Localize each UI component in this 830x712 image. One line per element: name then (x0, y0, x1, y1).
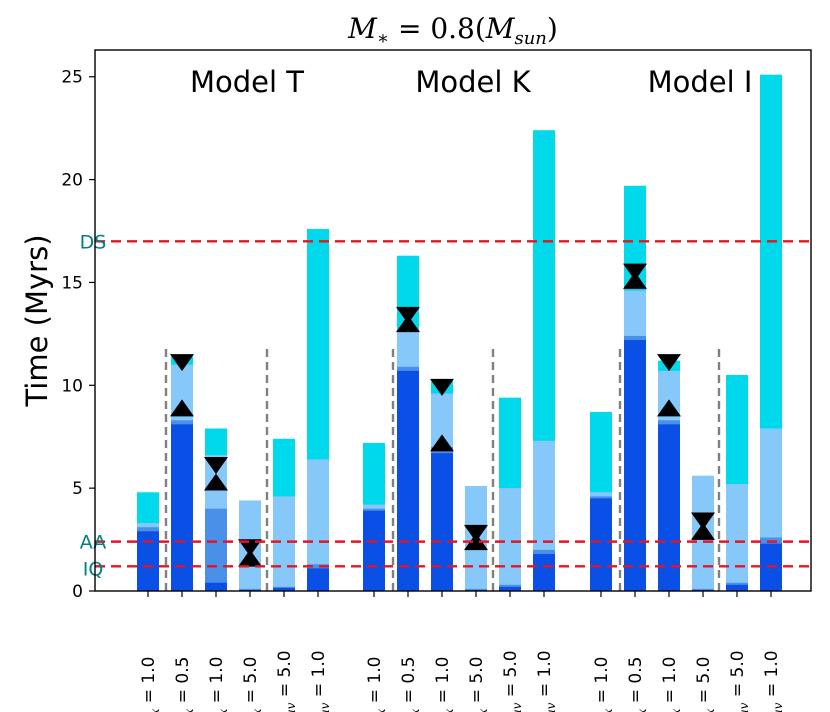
bar-dark-0-1 (171, 424, 193, 591)
x-tick-label-2-3: ex = 5.0 (694, 657, 717, 712)
x-tick-label-2-0: ex = 1.0 (592, 657, 615, 712)
marker-up-2-1-1 (623, 271, 647, 289)
bar-dark-2-2 (658, 424, 680, 591)
y-tick-label-4: 20 (61, 171, 83, 191)
x-tick-label-1-2: ex = 1.0 (433, 657, 456, 712)
x-tick-label-1-0: ex = 1.0 (365, 657, 388, 712)
x-tick-label-1-4: efuv = 5.0 (501, 650, 524, 712)
bar-dark-0-4 (273, 587, 295, 591)
x-tick-label-0-2: ex = 1.0 (207, 657, 230, 712)
x-tick-label-0-4: efuv = 5.0 (275, 650, 298, 712)
bar-dark-0-0 (137, 531, 159, 591)
marker-down-2-3-0 (691, 512, 715, 530)
model-label-2: Model I (648, 65, 753, 99)
bar-dark-1-0 (363, 510, 385, 591)
marker-up-2-2-1 (657, 399, 681, 417)
plot-frame (94, 49, 812, 592)
bar-dark-1-2 (431, 453, 453, 591)
bar-dark-1-4 (499, 586, 521, 591)
y-tick-label-2: 10 (61, 376, 83, 396)
x-tick-label-0-0: ex = 1.0 (139, 657, 162, 712)
y-tick-label-3: 15 (61, 273, 83, 293)
marker-down-2-2-0 (657, 354, 681, 372)
y-tick-label-1: 5 (72, 479, 83, 499)
bar-dark-0-2 (205, 582, 227, 591)
bar-light-0-4 (273, 496, 295, 591)
x-tick-label-2-1: ex = 0.5 (626, 657, 649, 712)
y-axis-label: Time (Myrs) (20, 234, 54, 407)
chart-title: M∗ = 0.8(Msun) (347, 12, 558, 49)
bar-light-2-4 (726, 484, 748, 591)
bar-dark-2-4 (726, 584, 748, 591)
bar-mid-0-2 (205, 508, 227, 591)
x-tick-label-2-5: efuv = 1.0 (762, 650, 785, 712)
x-tick-label-1-5: efuv = 1.0 (535, 650, 558, 712)
marker-up-0-3-1 (238, 549, 262, 567)
x-tick-label-0-3: ex = 5.0 (241, 657, 264, 712)
bar-light-1-4 (499, 488, 521, 591)
model-label-0: Model T (190, 65, 304, 99)
x-tick-label-0-5: efuv = 1.0 (309, 650, 332, 712)
bar-dark-1-1 (397, 370, 419, 591)
y-tick-label-0: 0 (72, 582, 83, 602)
bar-dark-2-1 (624, 340, 646, 591)
x-tick-label-2-4: efuv = 5.0 (728, 650, 751, 712)
marker-up-2-3-1 (691, 522, 715, 540)
y-tick-label-5: 25 (61, 68, 83, 88)
x-tick-label-1-3: ex = 5.0 (467, 657, 490, 712)
model-label-1: Model K (415, 65, 531, 99)
x-tick-label-2-2: ex = 1.0 (660, 657, 683, 712)
marker-down-0-3-0 (238, 539, 262, 557)
marker-down-0-1-0 (170, 354, 194, 372)
marker-up-1-2-1 (430, 434, 454, 452)
x-tick-label-1-1: ex = 0.5 (399, 657, 422, 712)
x-tick-label-0-1: ex = 0.5 (173, 657, 196, 712)
marker-up-1-3-1 (464, 533, 488, 551)
bar-dark-1-5 (533, 553, 555, 591)
axes: ex = 1.0 ex = 0.5 ex = 1.0 ex = 5.0 efuv = 5… (61, 49, 812, 712)
marker-up-1-1-1 (396, 315, 420, 333)
marker-down-1-2-0 (430, 378, 454, 396)
bar-dark-2-0 (590, 498, 612, 591)
marker-up-0-1-1 (170, 399, 194, 417)
ref-label-ds: DS (80, 231, 107, 253)
bar-dark-0-5 (307, 568, 329, 591)
ref-label-iq: IQ (83, 558, 104, 580)
bar-light-0-5 (307, 459, 329, 591)
plot-area: Model T Model K Model I DS AA IQ (80, 65, 811, 592)
ref-label-aa: AA (80, 532, 107, 554)
marker-up-0-2-1 (204, 473, 228, 491)
marker-down-0-2-0 (204, 457, 228, 475)
